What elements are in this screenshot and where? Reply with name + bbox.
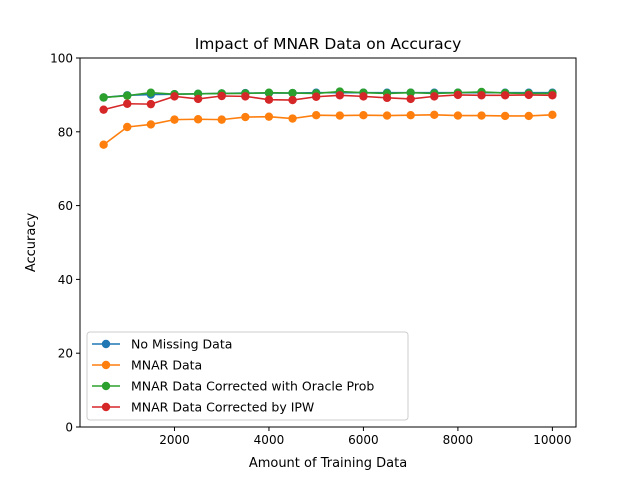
legend-marker (102, 361, 110, 369)
data-point (265, 95, 273, 103)
x-tick-label: 6000 (348, 433, 379, 447)
data-point (241, 92, 249, 100)
y-axis-label: Accuracy (24, 213, 39, 273)
legend: No Missing Data MNAR Data MNAR Data Correc… (87, 332, 408, 420)
data-point (406, 95, 414, 103)
legend-marker (102, 382, 110, 390)
y-tick-label: 40 (58, 273, 73, 287)
data-point (99, 93, 107, 101)
data-point (218, 115, 226, 123)
data-point (288, 114, 296, 122)
data-point (147, 120, 155, 128)
data-point (147, 100, 155, 108)
data-point (336, 91, 344, 99)
x-tick-label: 4000 (254, 433, 285, 447)
legend-label: MNAR Data (131, 358, 202, 373)
data-point (123, 123, 131, 131)
y-tick-label: 0 (65, 421, 73, 435)
y-tick-label: 60 (58, 199, 73, 213)
data-point (241, 113, 249, 121)
data-point (477, 111, 485, 119)
data-point (194, 115, 202, 123)
data-point (147, 88, 155, 96)
chart-title: Impact of MNAR Data on Accuracy (195, 35, 462, 53)
y-tick-label: 100 (50, 52, 73, 66)
x-tick-label: 10000 (533, 433, 571, 447)
x-axis-ticks: 2000 4000 6000 8000 10000 (159, 427, 571, 447)
data-point (383, 111, 391, 119)
data-point (99, 141, 107, 149)
x-tick-label: 2000 (159, 433, 190, 447)
data-point (406, 111, 414, 119)
legend-label: MNAR Data Corrected by IPW (131, 400, 314, 415)
legend-label: MNAR Data Corrected with Oracle Prob (131, 379, 374, 394)
data-point (218, 92, 226, 100)
data-point (170, 92, 178, 100)
data-point (123, 91, 131, 99)
data-point (501, 91, 509, 99)
legend-label: No Missing Data (131, 337, 232, 352)
data-point (194, 95, 202, 103)
data-point (170, 115, 178, 123)
data-point (359, 111, 367, 119)
data-point (525, 91, 533, 99)
data-point (501, 112, 509, 120)
data-point (312, 111, 320, 119)
data-point (548, 91, 556, 99)
data-point (265, 112, 273, 120)
legend-marker (102, 340, 110, 348)
data-point (123, 100, 131, 108)
x-tick-label: 8000 (443, 433, 474, 447)
y-tick-label: 20 (58, 347, 73, 361)
data-point (288, 96, 296, 104)
data-point (359, 92, 367, 100)
y-axis-ticks: 0 20 40 60 80 100 (50, 52, 80, 435)
data-point (430, 92, 438, 100)
data-point (336, 111, 344, 119)
data-point (548, 111, 556, 119)
legend-marker (102, 403, 110, 411)
x-axis-label: Amount of Training Data (249, 456, 407, 471)
data-point (525, 112, 533, 120)
data-point (477, 91, 485, 99)
y-tick-label: 80 (58, 125, 73, 139)
data-point (312, 93, 320, 101)
data-point (454, 111, 462, 119)
data-point (430, 111, 438, 119)
data-point (99, 105, 107, 113)
data-point (454, 91, 462, 99)
data-point (383, 94, 391, 102)
